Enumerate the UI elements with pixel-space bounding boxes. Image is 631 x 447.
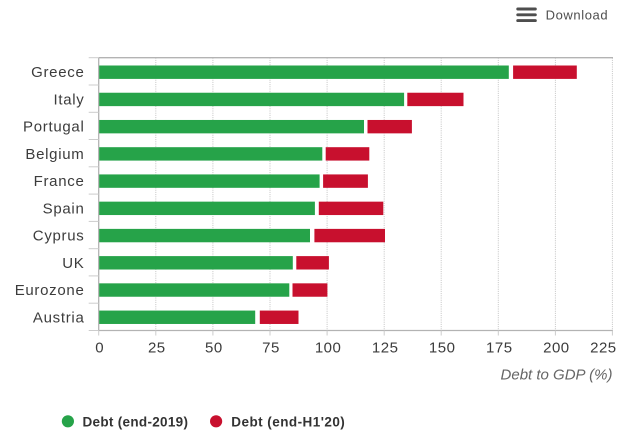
svg-text:Debt to GDP (%): Debt to GDP (%) <box>501 367 613 384</box>
svg-text:175: 175 <box>486 339 513 356</box>
svg-text:Debt (end-H1'20): Debt (end-H1'20) <box>231 414 345 429</box>
svg-text:100: 100 <box>315 339 342 356</box>
svg-text:Austria: Austria <box>33 309 85 326</box>
svg-text:Download: Download <box>546 7 609 22</box>
svg-text:Cyprus: Cyprus <box>33 228 85 245</box>
svg-text:50: 50 <box>205 339 223 356</box>
svg-text:Debt (end-2019): Debt (end-2019) <box>83 414 189 429</box>
svg-text:France: France <box>34 173 85 190</box>
svg-text:Greece: Greece <box>31 64 84 81</box>
svg-text:Belgium: Belgium <box>25 146 84 163</box>
svg-text:Eurozone: Eurozone <box>15 282 85 299</box>
svg-text:125: 125 <box>372 339 399 356</box>
svg-text:Spain: Spain <box>43 200 85 217</box>
svg-text:Portugal: Portugal <box>23 119 84 136</box>
svg-text:25: 25 <box>148 339 166 356</box>
svg-text:225: 225 <box>590 339 617 356</box>
svg-text:200: 200 <box>543 339 570 356</box>
svg-text:Italy: Italy <box>53 91 84 108</box>
svg-text:0: 0 <box>95 339 104 356</box>
svg-text:150: 150 <box>429 339 456 356</box>
svg-text:75: 75 <box>262 339 280 356</box>
svg-text:UK: UK <box>62 255 84 272</box>
